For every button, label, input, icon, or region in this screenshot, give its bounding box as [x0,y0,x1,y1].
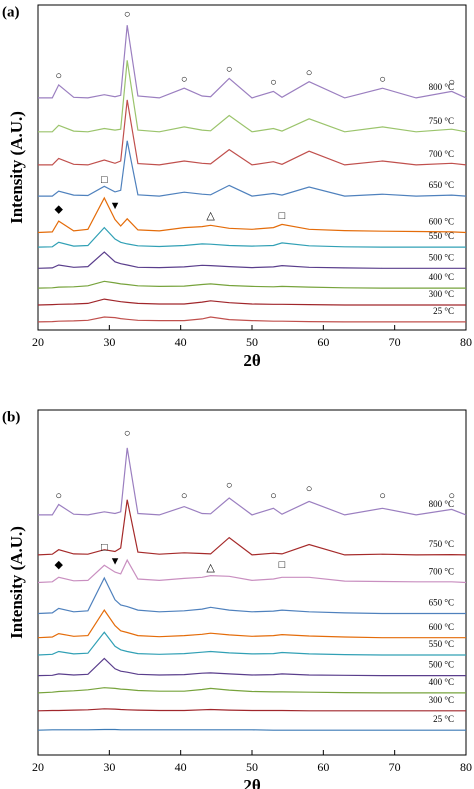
trace-label: 500 °C [429,252,454,262]
trace-label: 750 °C [429,116,454,126]
peak-marker: ○ [306,483,313,495]
trace [37,226,466,248]
trace-label: 500 °C [429,660,454,670]
x-tick-label: 40 [175,335,187,349]
peak-marker: □ [101,174,108,186]
x-tick-label: 30 [103,760,115,774]
x-tick-label: 50 [246,335,258,349]
trace [38,99,467,166]
peak-marker: ○ [448,490,455,502]
trace [38,140,467,197]
trace-label: 400 °C [429,677,454,687]
trace-label: 25 °C [433,306,454,316]
peak-marker: ◆ [54,559,63,571]
y-axis-label: Intensity (A.U.) [7,111,26,224]
trace [37,631,466,656]
trace [37,558,467,584]
peak-marker: ▼ [110,555,121,567]
peak-marker: ○ [55,490,62,502]
trace-label: 550 °C [429,231,454,241]
x-tick-label: 40 [175,760,187,774]
x-tick-label: 20 [32,335,44,349]
x-tick-label: 60 [317,335,329,349]
y-axis-label: Intensity (A.U.) [7,526,26,639]
trace-label: 650 °C [429,180,454,190]
peak-marker: ○ [379,490,386,502]
peak-marker: ○ [379,73,386,85]
peak-marker: ○ [124,428,131,440]
trace-label: 700 °C [429,567,454,577]
trace [37,196,467,234]
x-tick-label: 80 [460,335,472,349]
trace-label: 300 °C [429,289,454,299]
x-tick-label: 70 [389,335,401,349]
peak-marker: ○ [270,77,277,89]
peak-marker: ○ [226,64,233,76]
trace-label: 300 °C [429,695,454,705]
trace [37,708,466,712]
peak-marker: ○ [124,8,131,20]
trace [37,298,466,306]
peak-marker: ○ [306,67,313,79]
trace [37,657,466,677]
trace [37,728,466,731]
trace-label: 25 °C [433,714,454,724]
trace [38,447,467,516]
plot-frame [37,4,467,331]
trace [37,499,467,556]
trace-label: 650 °C [429,598,454,608]
x-tick-label: 50 [246,760,258,774]
trace-label: 800 °C [429,82,454,92]
trace-label: 400 °C [429,272,454,282]
peak-marker: △ [206,210,215,222]
peak-marker: □ [279,210,286,222]
peak-marker: ○ [270,490,277,502]
peak-marker: ○ [181,490,188,502]
x-tick-label: 70 [389,760,401,774]
trace [37,316,466,323]
peak-marker: △ [206,562,215,574]
peak-marker: ○ [55,70,62,82]
trace [37,576,466,615]
x-tick-label: 20 [32,760,44,774]
panel-label: (a) [2,4,20,20]
x-tick-label: 80 [460,760,472,774]
peak-marker: ○ [226,479,233,491]
trace [37,280,466,289]
trace [37,687,466,694]
trace-label: 600 °C [429,217,454,227]
trace-label: 800 °C [429,499,454,509]
x-tick-label: 30 [103,335,115,349]
peak-marker: □ [279,559,286,571]
peak-marker: ○ [448,77,455,89]
trace [38,25,467,99]
trace-label: 550 °C [429,639,454,649]
trace [38,60,467,133]
peak-marker: □ [101,542,108,554]
peak-marker: ▼ [110,200,121,212]
trace-label: 750 °C [429,539,454,549]
trace-label: 700 °C [429,149,454,159]
peak-marker: ◆ [54,203,63,215]
trace [37,251,466,269]
x-axis-label: 2θ [243,351,261,370]
x-tick-label: 60 [317,760,329,774]
panel-label: (b) [2,409,20,425]
trace-label: 600 °C [429,622,454,632]
peak-marker: ○ [181,73,188,85]
x-axis-label: 2θ [243,776,261,789]
trace [37,609,466,639]
